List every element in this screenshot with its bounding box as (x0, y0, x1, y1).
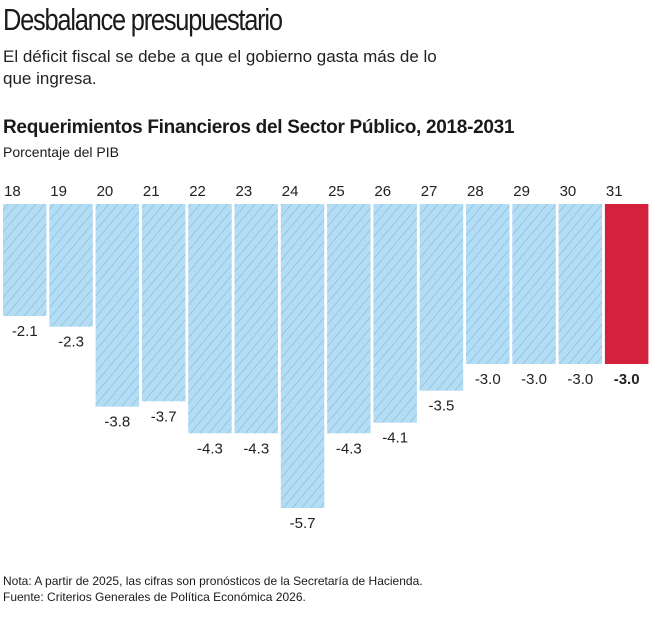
value-label: -2.3 (58, 334, 84, 351)
value-label: -4.1 (382, 430, 408, 447)
year-label: 29 (513, 183, 530, 200)
year-label: 27 (421, 183, 438, 200)
subtitle: El déficit fiscal se debe a que el gobie… (3, 47, 437, 88)
value-label: -4.3 (336, 440, 362, 457)
year-label: 20 (97, 183, 114, 200)
year-label: 28 (467, 183, 484, 200)
value-label: -5.7 (290, 515, 316, 532)
bar (234, 204, 278, 434)
value-label: -4.3 (197, 440, 223, 457)
headline: Desbalance presupuestario (3, 2, 283, 37)
bar-highlight (604, 204, 649, 364)
bar (188, 204, 232, 434)
bar (49, 204, 93, 327)
bar (466, 204, 510, 364)
bar (558, 204, 603, 364)
chart-title: Requerimientos Financieros del Sector Pú… (3, 117, 515, 138)
bar (327, 204, 371, 434)
value-label: -3.8 (104, 414, 130, 431)
chart-unit: Porcentaje del PIB (3, 144, 119, 160)
year-label: 25 (328, 183, 345, 200)
source: Fuente: Criterios Generales de Política … (3, 590, 306, 604)
bar-chart: 18 -2.1 19 -2.3 20 -3.8 21 -3.7 22 -4.3 23 -4.3 24 -5… (3, 183, 649, 532)
value-label: -2.1 (12, 323, 38, 340)
bar (3, 204, 47, 316)
year-label: 22 (189, 183, 206, 200)
year-label: 21 (143, 183, 160, 200)
bar (280, 204, 325, 508)
year-label: 24 (282, 183, 299, 200)
value-label: -3.0 (567, 371, 593, 388)
bar (512, 204, 556, 364)
bar (419, 204, 464, 391)
footnote: Nota: A partir de 2025, las cifras son p… (3, 574, 423, 588)
value-label: -3.5 (429, 398, 455, 415)
year-label: 18 (4, 183, 21, 200)
bar (95, 204, 140, 407)
value-label: -4.3 (243, 440, 269, 457)
year-label: 30 (560, 183, 577, 200)
year-label: 26 (374, 183, 391, 200)
value-label: -3.0 (475, 371, 501, 388)
value-label: -3.7 (151, 408, 177, 425)
bar (141, 204, 186, 402)
value-label: -3.0 (614, 371, 640, 388)
year-label: 23 (236, 183, 253, 200)
bar (373, 204, 417, 423)
value-label: -3.0 (521, 371, 547, 388)
year-label: 31 (606, 183, 623, 200)
year-label: 19 (50, 183, 67, 200)
